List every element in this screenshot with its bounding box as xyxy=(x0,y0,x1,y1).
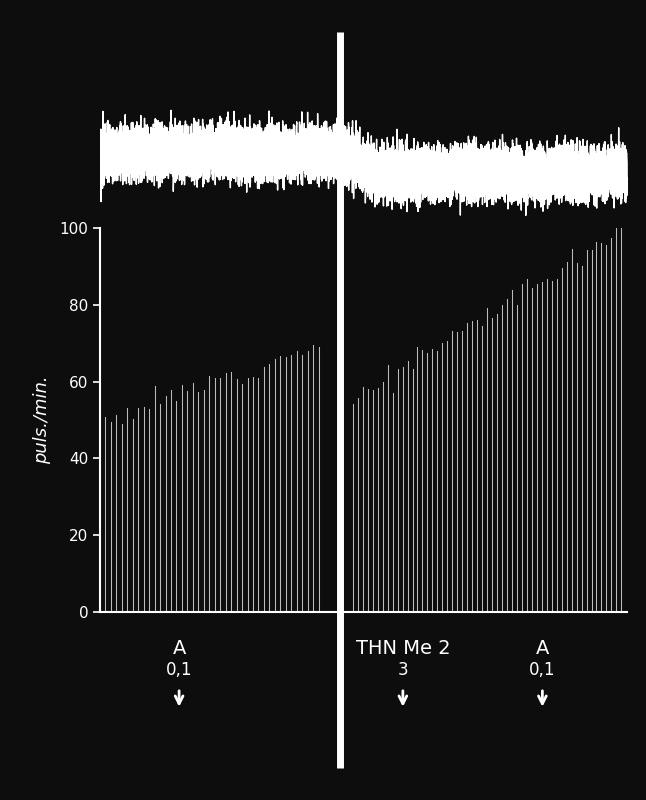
Text: A: A xyxy=(536,638,549,658)
Y-axis label: puls./min.: puls./min. xyxy=(33,376,51,464)
Text: 0,1: 0,1 xyxy=(166,661,193,678)
Text: THN Me 2: THN Me 2 xyxy=(355,638,450,658)
Text: 0,1: 0,1 xyxy=(529,661,556,678)
Text: 3: 3 xyxy=(397,661,408,678)
Text: A: A xyxy=(172,638,186,658)
